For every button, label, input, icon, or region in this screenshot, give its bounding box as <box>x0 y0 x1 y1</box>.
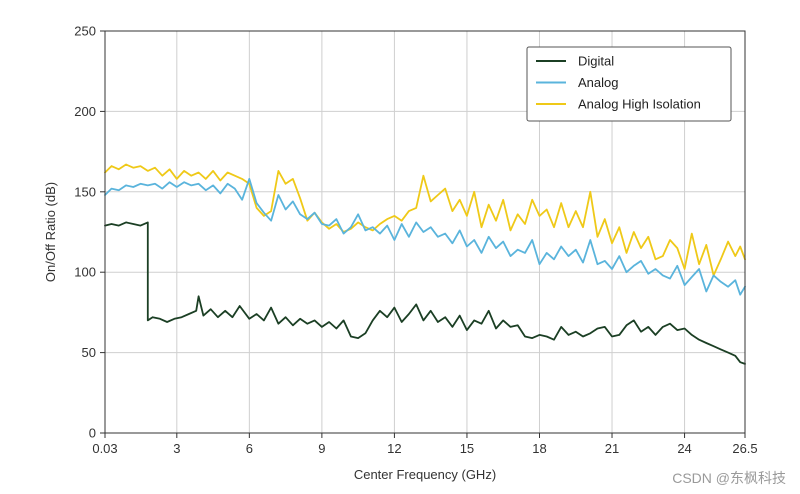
x-axis-ticks: 0.03 3 6 9 12 15 18 21 24 26.5 <box>92 433 758 456</box>
x-tick-label: 24 <box>677 441 691 456</box>
y-axis-ticks: 0 50 100 150 200 250 <box>74 24 105 441</box>
chart-legend: Digital Analog Analog High Isolation <box>526 46 732 122</box>
x-tick-label: 3 <box>173 441 180 456</box>
y-tick-label: 200 <box>74 104 96 119</box>
series-line-analog <box>104 177 746 296</box>
y-tick-label: 150 <box>74 184 96 199</box>
x-axis-label: Center Frequency (GHz) <box>354 467 496 482</box>
series-line-analog-high-isolation <box>104 163 746 277</box>
series-layer <box>104 163 746 365</box>
y-tick-label: 0 <box>89 426 96 441</box>
x-tick-label: 15 <box>460 441 474 456</box>
x-tick-label: 26.5 <box>732 441 757 456</box>
legend-label-digital: Digital <box>578 54 614 69</box>
x-tick-label: 21 <box>605 441 619 456</box>
series-line-digital <box>104 221 746 365</box>
y-tick-label: 100 <box>74 265 96 280</box>
y-axis-label: On/Off Ratio (dB) <box>43 182 58 282</box>
x-tick-label: 6 <box>246 441 253 456</box>
legend-box <box>526 46 732 122</box>
y-tick-label: 250 <box>74 24 96 39</box>
x-tick-label: 18 <box>532 441 546 456</box>
x-tick-label: 0.03 <box>92 441 117 456</box>
x-tick-label: 9 <box>318 441 325 456</box>
legend-label-analog: Analog <box>578 75 618 90</box>
x-tick-label: 12 <box>387 441 401 456</box>
legend-label-analog-high-isolation: Analog High Isolation <box>578 97 701 112</box>
y-tick-label: 50 <box>82 345 96 360</box>
watermark-text: CSDN @东枫科技 <box>672 470 786 486</box>
plot-area-frame <box>104 30 746 434</box>
